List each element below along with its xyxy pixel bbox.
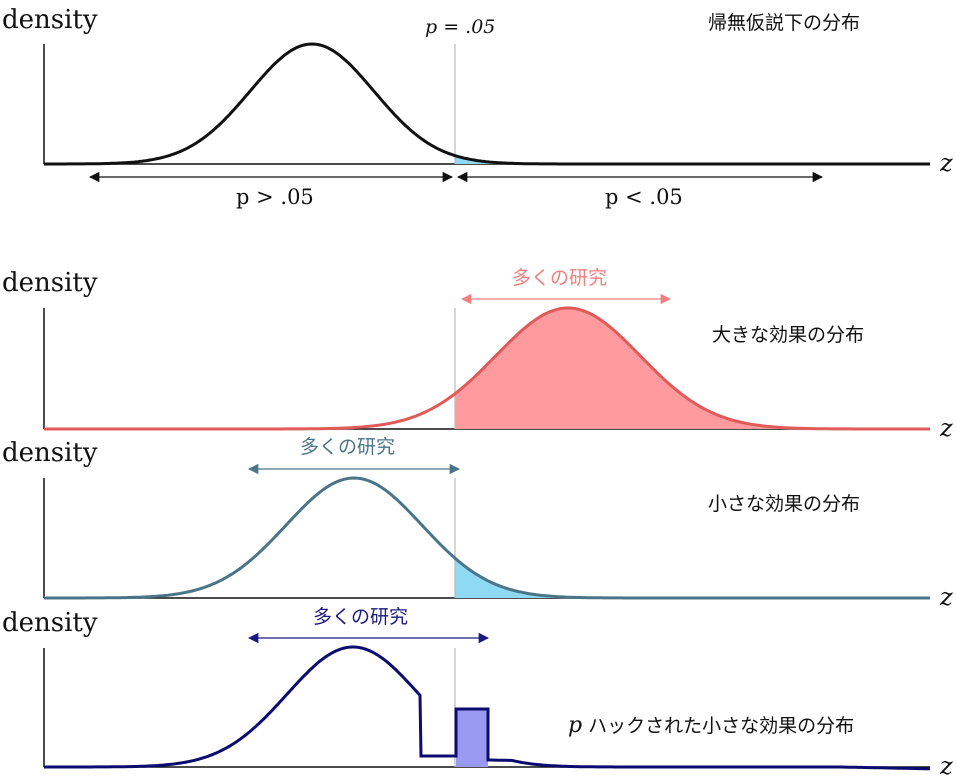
density-label: density: [2, 268, 98, 298]
many-studies-label: 多くの研究: [300, 436, 395, 458]
p-greater-label: p > .05: [236, 185, 314, 209]
large-effect-significant-area: [455, 308, 930, 429]
small-effect-significant-area: [455, 558, 930, 598]
p-hacked-title-prefix: p: [568, 713, 582, 738]
panel-p-hacked: density z 多くの研究 p ハックされた小さな効果の分布: [2, 606, 953, 780]
panel-title-small: 小さな効果の分布: [708, 493, 860, 515]
density-label: density: [2, 608, 98, 638]
panel-null: density z p = .05 帰無仮説下の分布 p > .05 p < .…: [2, 5, 953, 209]
panel-small-effect: density z 多くの研究 小さな効果の分布: [2, 436, 953, 611]
null-density-curve: [44, 42, 930, 166]
panel-title-p-hacked: p ハックされた小さな効果の分布: [568, 713, 854, 738]
cutoff-label: p = .05: [425, 16, 495, 38]
p-hacked-pileup-area: [456, 709, 488, 767]
p-hacked-title-text: ハックされた小さな効果の分布: [582, 715, 854, 737]
z-axis-label: z: [939, 752, 953, 780]
density-label: density: [2, 5, 98, 35]
z-axis-label: z: [939, 583, 953, 611]
p-hacked-density-curve: [44, 645, 930, 771]
panel-title-null: 帰無仮説下の分布: [708, 12, 860, 34]
large-effect-density-curve: [44, 306, 930, 431]
many-studies-label: 多くの研究: [313, 606, 408, 628]
many-studies-label: 多くの研究: [512, 267, 607, 289]
z-axis-label: z: [939, 414, 953, 442]
small-effect-density-curve: [44, 476, 930, 600]
z-axis-label: z: [939, 149, 953, 177]
density-label: density: [2, 438, 98, 468]
p-less-label: p < .05: [605, 185, 683, 209]
panel-title-large: 大きな効果の分布: [712, 324, 864, 346]
panel-large-effect: density z 多くの研究 大きな効果の分布: [2, 267, 953, 442]
